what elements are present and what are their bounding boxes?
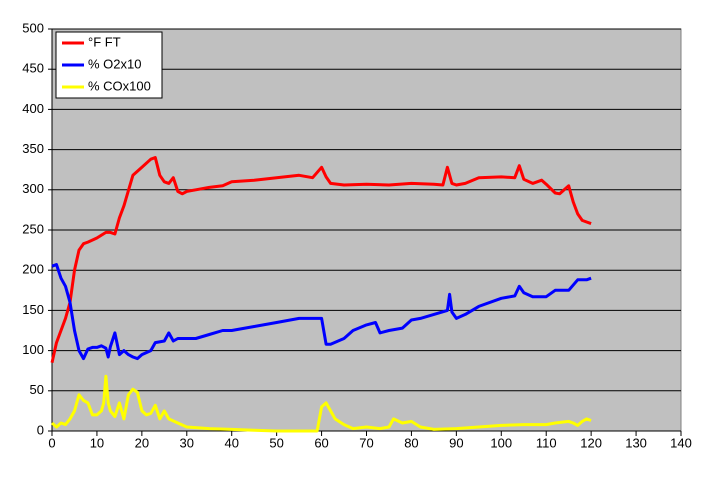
x-tick-label: 120 — [580, 435, 602, 450]
data-line — [51, 374, 592, 433]
x-tick-label: 110 — [536, 435, 557, 450]
y-tick-label: 200 — [22, 262, 44, 277]
x-tick-label: 70 — [359, 435, 373, 450]
data-line — [51, 263, 592, 361]
y-tick-label: 300 — [22, 181, 44, 196]
y-tick-label: 100 — [22, 342, 44, 357]
x-tick-label: 50 — [269, 435, 283, 450]
y-tick-label: 500 — [22, 20, 44, 35]
x-tick-label: 20 — [135, 435, 149, 450]
legend-label: °F FT — [88, 34, 121, 49]
x-tick-label: 0 — [48, 435, 55, 450]
legend: °F FT % O2x10 % COx100 — [55, 31, 163, 99]
x-tick-label: 40 — [224, 435, 238, 450]
x-tick-label: 30 — [180, 435, 194, 450]
y-tick-label: 50 — [30, 382, 44, 397]
y-tick-label: 0 — [37, 422, 44, 437]
x-tick-label: 10 — [90, 435, 104, 450]
y-tick-label: 250 — [22, 221, 44, 236]
legend-label: % COx100 — [88, 78, 151, 93]
x-tick-label: 100 — [490, 435, 512, 450]
x-tick-label: 60 — [314, 435, 328, 450]
x-tick-label: 140 — [670, 435, 692, 450]
x-tick-label: 90 — [449, 435, 463, 450]
y-tick-label: 400 — [22, 101, 44, 116]
x-tick-label: 80 — [404, 435, 418, 450]
y-tick-label: 350 — [22, 141, 44, 156]
data-line — [50, 156, 592, 364]
y-tick-label: 150 — [22, 302, 44, 317]
x-tick-label: 130 — [625, 435, 647, 450]
legend-label: % O2x10 — [88, 56, 141, 71]
y-tick-label: 450 — [22, 61, 44, 76]
